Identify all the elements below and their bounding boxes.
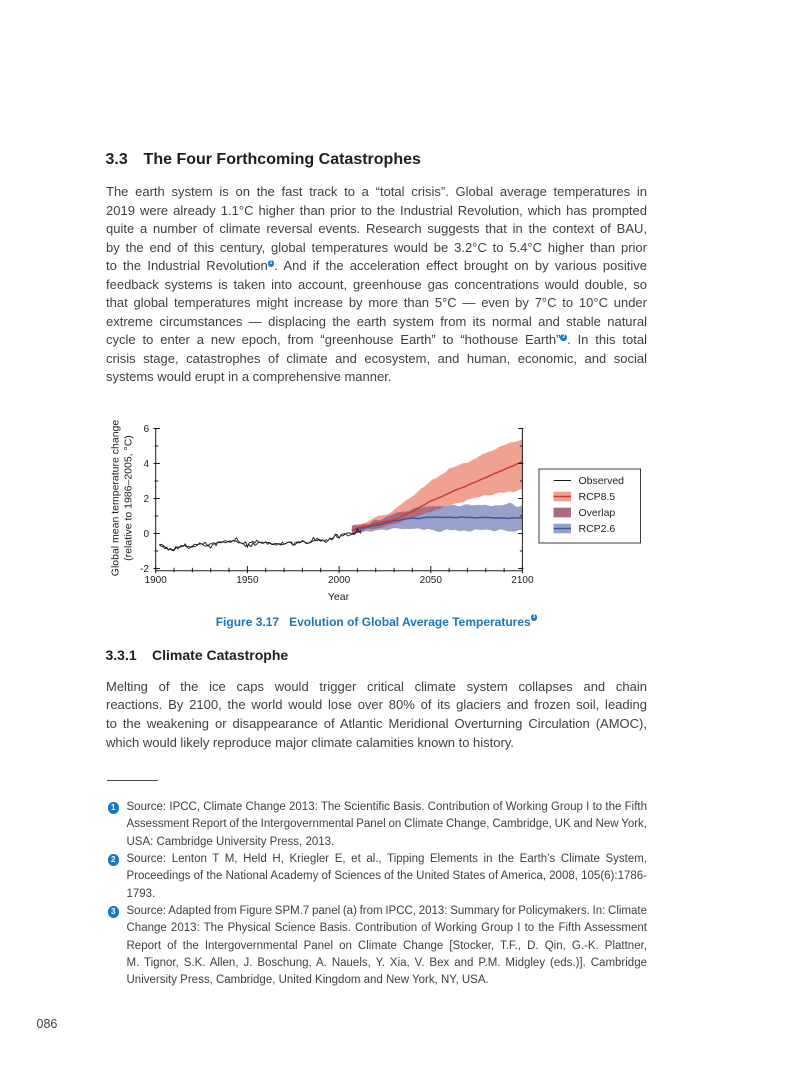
svg-text:Observed: Observed: [579, 475, 625, 487]
svg-text:Year: Year: [328, 591, 350, 603]
svg-text:2000: 2000: [328, 575, 351, 586]
svg-text:Global mean temperature change: Global mean temperature change: [110, 420, 122, 577]
svg-text:2100: 2100: [511, 575, 534, 586]
svg-text:1900: 1900: [145, 575, 168, 586]
svg-text:6: 6: [143, 424, 149, 435]
svg-text:RCP8.5: RCP8.5: [579, 491, 616, 503]
svg-text:4: 4: [143, 459, 149, 470]
svg-text:Overlap: Overlap: [579, 507, 616, 519]
svg-text:0: 0: [143, 529, 149, 540]
svg-text:(relative to 1986–2005, °C): (relative to 1986–2005, °C): [123, 435, 135, 561]
svg-text:2: 2: [143, 494, 149, 505]
svg-text:2050: 2050: [420, 575, 443, 586]
svg-text:1950: 1950: [236, 575, 259, 586]
svg-text:-2: -2: [140, 564, 149, 575]
svg-text:RCP2.6: RCP2.6: [579, 523, 616, 535]
